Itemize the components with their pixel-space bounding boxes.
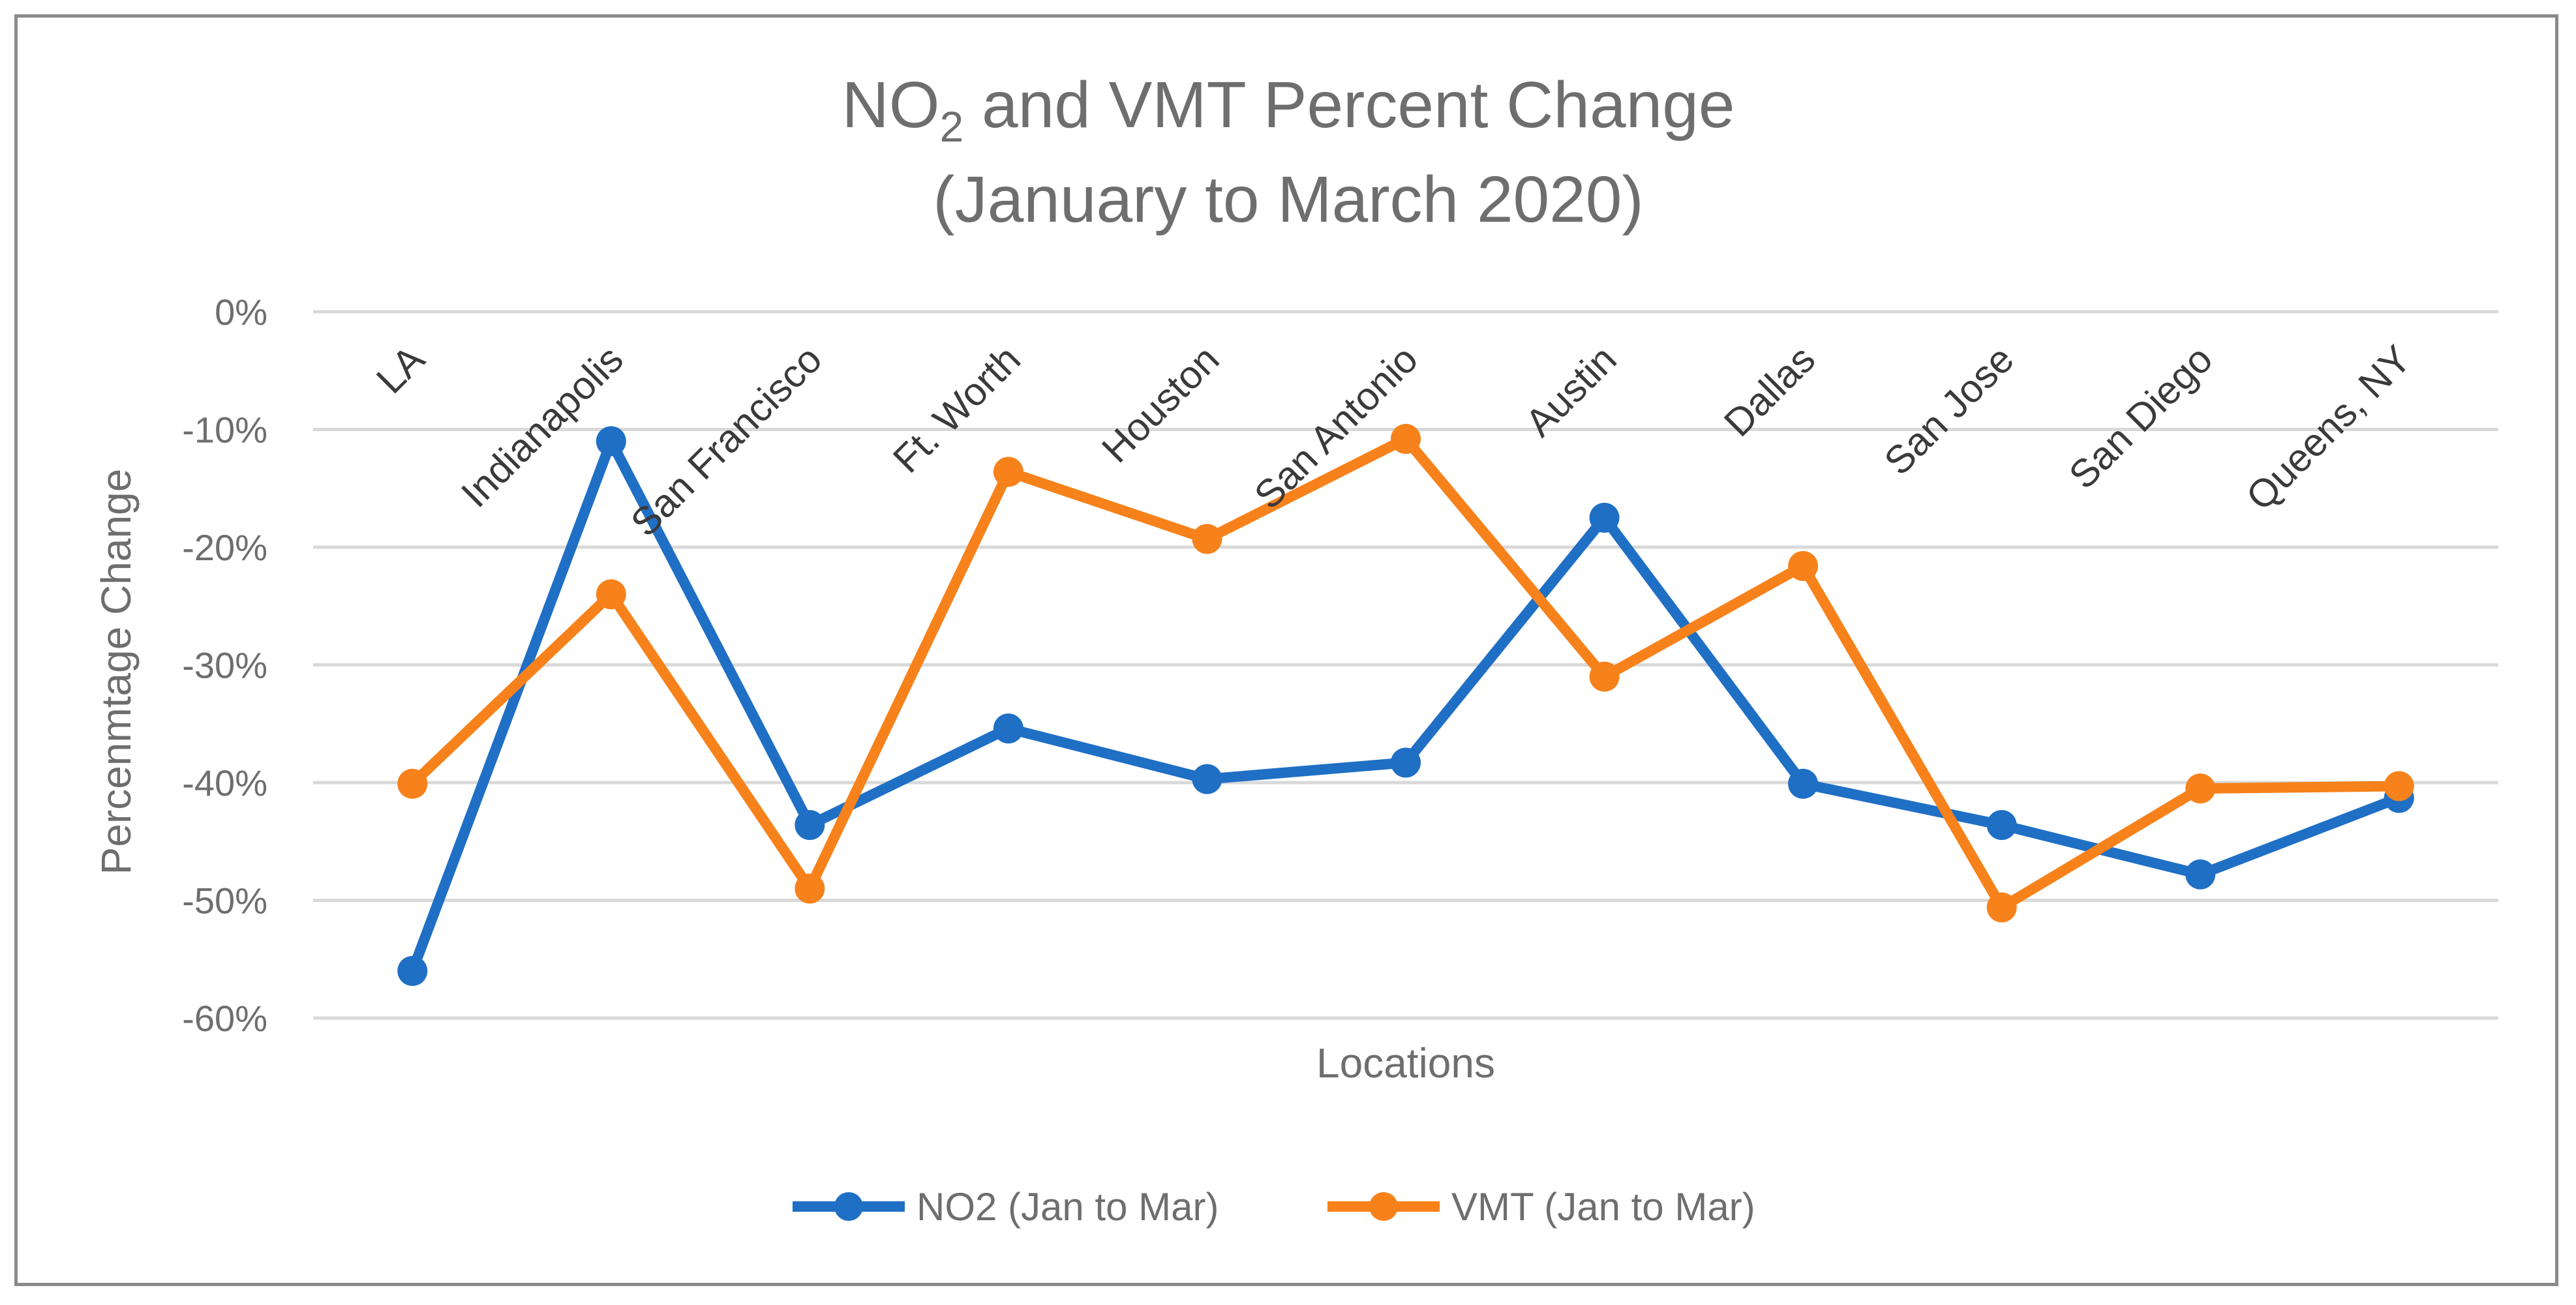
legend-vmt-label: VMT (Jan to Mar) (1451, 1185, 1755, 1229)
chart-title-line2: (January to March 2020) (933, 163, 1643, 236)
y-tick-label: -30% (182, 645, 267, 686)
chart-title-part1: NO (842, 68, 940, 142)
data-point-vmt[interactable] (993, 457, 1023, 487)
chart-title-subscript: 2 (940, 102, 964, 151)
y-tick-label: -10% (182, 410, 267, 451)
data-point-no2[interactable] (795, 809, 825, 840)
y-tick-label: -40% (182, 762, 267, 803)
legend-item-vmt[interactable]: VMT (Jan to Mar) (1327, 1185, 1755, 1229)
y-tick-label: -50% (182, 880, 267, 922)
y-axis-title: Percenmtage Change (93, 469, 140, 875)
data-point-vmt[interactable] (2185, 773, 2216, 804)
category-label: LA (368, 337, 432, 402)
data-point-vmt[interactable] (2384, 771, 2414, 802)
series-line-no2 (407, 436, 2401, 973)
data-point-no2[interactable] (1986, 809, 2017, 840)
legend-item-no2[interactable]: NO2 (Jan to Mar) (793, 1185, 1219, 1229)
data-point-no2[interactable] (1788, 768, 1819, 799)
data-point-no2[interactable] (1589, 502, 1620, 533)
category-label: San Jose (1876, 337, 2022, 483)
series-line-vmt (408, 433, 2399, 913)
chart-title-part2: and VMT Percent Change (963, 68, 1735, 142)
data-point-no2[interactable] (1192, 764, 1222, 794)
y-tick-label: -20% (182, 527, 267, 568)
data-point-no2[interactable] (993, 713, 1023, 743)
legend: NO2 (Jan to Mar) VMT (Jan to Mar) (793, 1185, 1755, 1229)
legend-no2-marker (834, 1192, 863, 1221)
data-point-vmt[interactable] (596, 579, 626, 610)
category-label: Houston (1093, 337, 1227, 471)
chart-title-line1: NO2 and VMT Percent Change (842, 68, 1735, 151)
x-axis-title: Locations (1316, 1040, 1495, 1087)
data-point-vmt[interactable] (1192, 524, 1222, 554)
y-tick-label: 0% (215, 292, 267, 333)
legend-vmt-marker (1369, 1192, 1398, 1221)
category-label: Indianapolis (453, 337, 631, 516)
category-label: San Francisco (622, 337, 830, 545)
data-point-vmt[interactable] (1589, 661, 1620, 692)
series-layer (397, 423, 2414, 986)
data-point-vmt[interactable] (795, 873, 825, 904)
legend-no2-label: NO2 (Jan to Mar) (917, 1185, 1219, 1229)
data-point-vmt[interactable] (1986, 892, 2017, 923)
data-point-no2[interactable] (1391, 747, 1421, 778)
y-tick-label: -60% (182, 998, 267, 1039)
data-point-no2[interactable] (397, 955, 428, 986)
y-axis-ticks: 0% -10% -20% -30% -40% -50% -60% (182, 292, 267, 1039)
data-point-vmt[interactable] (1391, 423, 1421, 454)
data-point-vmt[interactable] (1788, 550, 1819, 581)
data-point-vmt[interactable] (397, 768, 428, 799)
category-label: San Diego (2061, 337, 2221, 498)
chart-frame (14, 14, 2558, 1286)
data-point-no2[interactable] (2185, 859, 2216, 890)
gridlines (313, 310, 2498, 1020)
data-point-no2[interactable] (596, 426, 626, 457)
